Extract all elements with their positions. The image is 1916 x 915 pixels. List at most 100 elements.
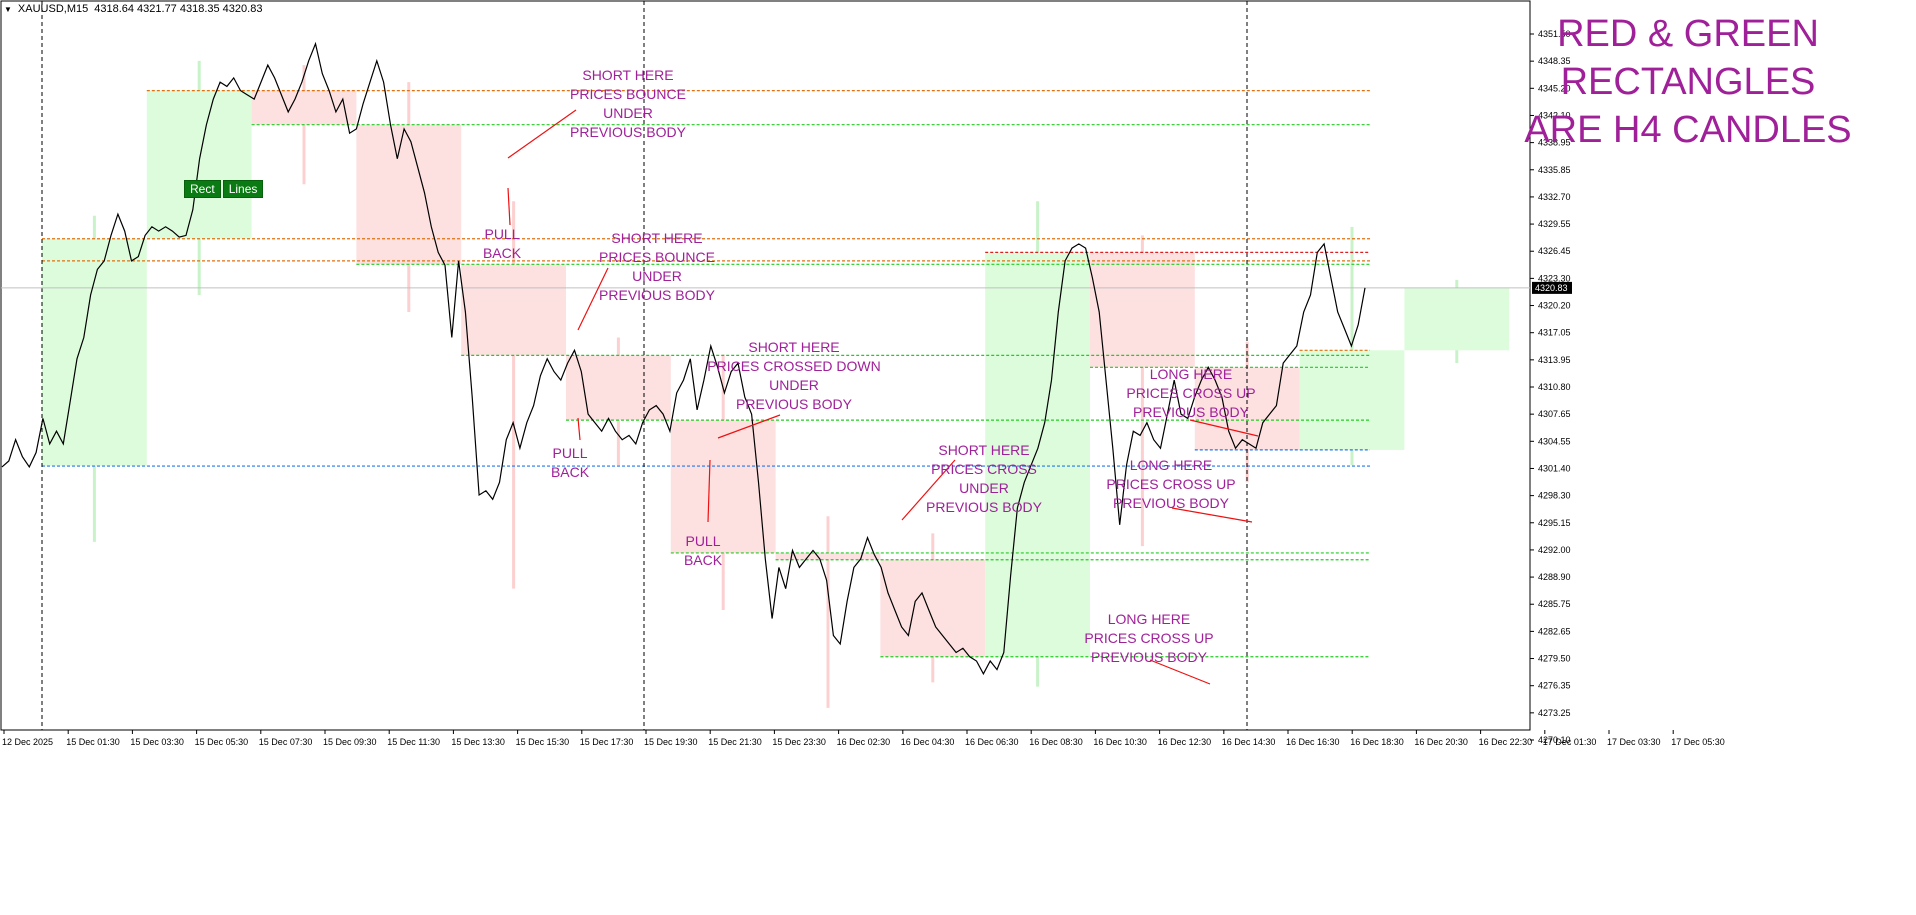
x-tick-label: 16 Dec 20:30 xyxy=(1414,737,1468,747)
plot-frame xyxy=(0,0,1531,731)
annotation-line: SHORT HERE xyxy=(582,67,674,83)
x-tick-label: 17 Dec 05:30 xyxy=(1671,737,1725,747)
h4-candle-body xyxy=(775,552,881,560)
annotation-short-4: SHORT HERE PRICES CROSS UNDER PREVIOUS B… xyxy=(926,441,1042,517)
annotation-line: PULL xyxy=(685,533,721,549)
y-tick-label: 4295.15 xyxy=(1538,518,1571,528)
x-tick-label: 15 Dec 07:30 xyxy=(259,737,313,747)
y-tick-label: 4326.45 xyxy=(1538,246,1571,256)
x-tick-label: 15 Dec 09:30 xyxy=(323,737,377,747)
x-tick-label: 16 Dec 02:30 xyxy=(837,737,891,747)
annotation-line: UNDER xyxy=(632,268,682,284)
current-price-label: 4320.83 xyxy=(1535,283,1568,293)
annotation-short-2: SHORT HERE PRICES BOUNCE UNDER PREVIOUS … xyxy=(599,229,715,305)
dropdown-triangle-icon[interactable]: ▼ xyxy=(4,4,12,14)
y-tick-label: 4323.30 xyxy=(1538,273,1571,283)
annotation-pointer xyxy=(717,414,781,439)
x-tick-label: 17 Dec 01:30 xyxy=(1543,737,1597,747)
y-tick-label: 4292.00 xyxy=(1538,545,1571,555)
annotation-line: PREVIOUS BODY xyxy=(926,499,1042,515)
ohlc-values: 4318.64 4321.77 4318.35 4320.83 xyxy=(94,3,263,15)
y-tick-label: 4320.20 xyxy=(1538,301,1571,311)
rect-button[interactable]: Rect xyxy=(184,180,221,198)
annotation-line: PRICES CROSS UP xyxy=(1106,476,1236,492)
annotation-pointer xyxy=(577,417,581,441)
annotation-line: PREVIOUS BODY xyxy=(1113,495,1229,511)
annotation-line: PRICES CROSSED DOWN xyxy=(707,358,881,374)
y-tick-label: 4345.20 xyxy=(1538,83,1571,93)
h4-candle-body xyxy=(1090,252,1195,368)
annotation-pullback-1: PULL BACK xyxy=(483,225,521,263)
title-line-2: RECTANGLES xyxy=(1560,61,1816,103)
annotation-line: PULL xyxy=(552,445,588,461)
annotation-line: PREVIOUS BODY xyxy=(599,287,715,303)
y-tick-label: 4342.10 xyxy=(1538,110,1571,120)
h4-candle-body xyxy=(356,124,462,265)
y-tick-label: 4304.55 xyxy=(1538,436,1571,446)
h4-candle-body xyxy=(985,252,1090,657)
symbol-header: ▼ XAUUSD,M15 4318.64 4321.77 4318.35 432… xyxy=(4,3,262,15)
annotation-line: PREVIOUS BODY xyxy=(570,124,686,140)
h4-candle-body xyxy=(566,355,671,421)
y-tick-label: 4335.85 xyxy=(1538,165,1571,175)
annotation-pointer xyxy=(707,459,711,523)
y-tick-label: 4282.65 xyxy=(1538,626,1571,636)
y-tick-label: 4301.40 xyxy=(1538,463,1571,473)
x-tick-label: 15 Dec 17:30 xyxy=(580,737,634,747)
y-tick-label: 4338.95 xyxy=(1538,138,1571,148)
annotation-long-3: LONG HERE PRICES CROSS UP PREVIOUS BODY xyxy=(1084,610,1213,667)
x-tick-label: 15 Dec 13:30 xyxy=(451,737,505,747)
x-tick-label: 16 Dec 06:30 xyxy=(965,737,1019,747)
y-tick-label: 4285.75 xyxy=(1538,599,1571,609)
x-tick-label: 16 Dec 08:30 xyxy=(1029,737,1083,747)
annotation-line: PREVIOUS BODY xyxy=(1133,404,1249,420)
symbol-label: XAUUSD,M15 xyxy=(17,3,89,15)
x-tick-label: 15 Dec 19:30 xyxy=(644,737,698,747)
x-tick-label: 15 Dec 01:30 xyxy=(66,737,120,747)
annotation-line: PRICES CROSS UP xyxy=(1084,630,1214,646)
annotation-short-1: SHORT HERE PRICES BOUNCE UNDER PREVIOUS … xyxy=(570,66,686,142)
annotation-line: UNDER xyxy=(959,480,1009,496)
annotation-line: PRICES BOUNCE xyxy=(570,86,686,102)
h4-candle-body xyxy=(670,420,776,553)
x-tick-label: 16 Dec 12:30 xyxy=(1158,737,1212,747)
annotation-pointer xyxy=(1149,659,1211,685)
annotation-long-2: LONG HERE PRICES CROSS UP PREVIOUS BODY xyxy=(1106,456,1235,513)
h4-candle-body xyxy=(251,90,357,125)
annotation-line: BACK xyxy=(683,552,723,568)
h4-candle-body xyxy=(461,264,566,356)
annotation-line: BACK xyxy=(550,464,590,480)
annotation-line: LONG HERE xyxy=(1149,366,1233,382)
title-line-1: RED & GREEN xyxy=(1557,13,1819,55)
x-tick-label: 16 Dec 22:30 xyxy=(1479,737,1533,747)
annotation-line: PREVIOUS BODY xyxy=(736,396,852,412)
x-tick-label: 16 Dec 14:30 xyxy=(1222,737,1276,747)
h4-candle-body xyxy=(880,559,986,657)
h4-candle-body xyxy=(1299,350,1405,450)
x-tick-label: 16 Dec 10:30 xyxy=(1093,737,1147,747)
y-tick-label: 4313.95 xyxy=(1538,355,1571,365)
annotation-long-1: LONG HERE PRICES CROSS UP PREVIOUS BODY xyxy=(1126,365,1255,422)
price-line xyxy=(1,41,1366,676)
y-tick-label: 4279.50 xyxy=(1538,654,1571,664)
y-tick-label: 4317.05 xyxy=(1538,328,1571,338)
toolbar-buttons: Rect Lines xyxy=(184,180,264,198)
annotation-pointer xyxy=(507,187,511,226)
x-tick-label: 12 Dec 2025 xyxy=(2,737,53,747)
annotation-pointer xyxy=(901,459,956,521)
x-tick-label: 16 Dec 18:30 xyxy=(1350,737,1404,747)
y-tick-label: 4332.70 xyxy=(1538,192,1571,202)
annotation-pointer xyxy=(1189,419,1259,437)
x-tick-label: 15 Dec 03:30 xyxy=(130,737,184,747)
lines-button[interactable]: Lines xyxy=(222,180,264,198)
annotation-line: SHORT HERE xyxy=(748,339,840,355)
annotation-pointer xyxy=(1171,507,1253,523)
annotation-pullback-3: PULL BACK xyxy=(684,532,722,570)
annotation-line: PRICES CROSS xyxy=(931,461,1037,477)
y-tick-label: 4329.55 xyxy=(1538,219,1571,229)
annotation-line: UNDER xyxy=(603,105,653,121)
h4-candle-body xyxy=(1404,287,1510,351)
annotation-line: BACK xyxy=(482,245,522,261)
x-tick-label: 15 Dec 11:30 xyxy=(387,737,440,747)
